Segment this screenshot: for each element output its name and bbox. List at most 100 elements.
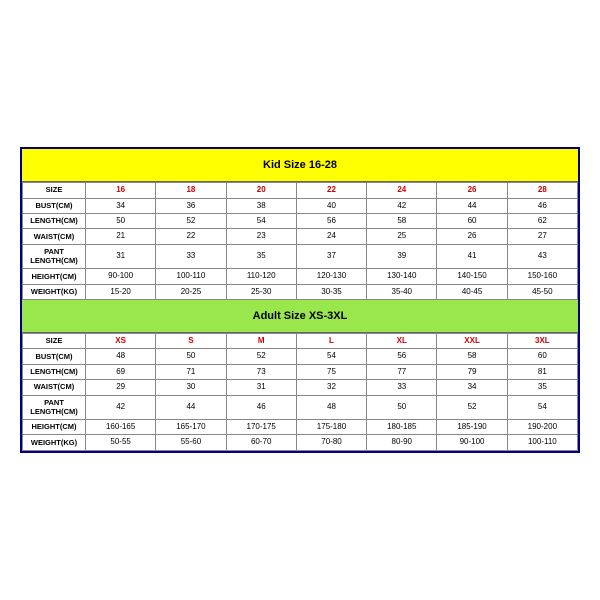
- adult-cell: 52: [437, 395, 507, 420]
- table-row: HEIGHT(CM)160-165165-170170-175175-18018…: [23, 420, 578, 435]
- kid-row-label: PANT LENGTH(CM): [23, 244, 86, 269]
- adult-cell: 55-60: [156, 435, 226, 450]
- kid-row-label: WEIGHT(KG): [23, 284, 86, 299]
- kid-size-col: 28: [507, 183, 577, 198]
- table-row: LENGTH(CM)50525456586062: [23, 213, 578, 228]
- kid-cell: 100-110: [156, 269, 226, 284]
- adult-cell: 29: [86, 380, 156, 395]
- adult-size-col: XL: [367, 334, 437, 349]
- kid-cell: 60: [437, 213, 507, 228]
- adult-size-col: XS: [86, 334, 156, 349]
- adult-cell: 30: [156, 380, 226, 395]
- kid-cell: 42: [367, 198, 437, 213]
- kid-row-label: WAIST(CM): [23, 229, 86, 244]
- adult-cell: 185-190: [437, 420, 507, 435]
- adult-cell: 180-185: [367, 420, 437, 435]
- adult-size-table: SIZE XS S M L XL XXL 3XL BUST(CM)4850525…: [22, 333, 578, 451]
- kid-cell: 46: [507, 198, 577, 213]
- adult-cell: 69: [86, 364, 156, 379]
- adult-cell: 42: [86, 395, 156, 420]
- kid-cell: 36: [156, 198, 226, 213]
- kid-cell: 35-40: [367, 284, 437, 299]
- adult-cell: 81: [507, 364, 577, 379]
- adult-cell: 70-80: [296, 435, 366, 450]
- adult-row-label: HEIGHT(CM): [23, 420, 86, 435]
- table-row: WAIST(CM)29303132333435: [23, 380, 578, 395]
- adult-cell: 34: [437, 380, 507, 395]
- adult-header-row: SIZE XS S M L XL XXL 3XL: [23, 334, 578, 349]
- kid-cell: 90-100: [86, 269, 156, 284]
- kid-cell: 150-160: [507, 269, 577, 284]
- kid-header-row: SIZE 16 18 20 22 24 26 28: [23, 183, 578, 198]
- adult-body: BUST(CM)48505254565860LENGTH(CM)69717375…: [23, 349, 578, 450]
- adult-size-header: SIZE: [23, 334, 86, 349]
- kid-cell: 120-130: [296, 269, 366, 284]
- adult-size-col: L: [296, 334, 366, 349]
- kid-row-label: BUST(CM): [23, 198, 86, 213]
- adult-row-label: PANT LENGTH(CM): [23, 395, 86, 420]
- adult-size-col: S: [156, 334, 226, 349]
- kid-cell: 35: [226, 244, 296, 269]
- kid-cell: 37: [296, 244, 366, 269]
- kid-cell: 43: [507, 244, 577, 269]
- adult-cell: 46: [226, 395, 296, 420]
- adult-cell: 79: [437, 364, 507, 379]
- kid-cell: 21: [86, 229, 156, 244]
- adult-cell: 175-180: [296, 420, 366, 435]
- adult-cell: 77: [367, 364, 437, 379]
- adult-cell: 73: [226, 364, 296, 379]
- adult-cell: 48: [296, 395, 366, 420]
- adult-cell: 35: [507, 380, 577, 395]
- kid-size-col: 26: [437, 183, 507, 198]
- adult-cell: 165-170: [156, 420, 226, 435]
- table-row: HEIGHT(CM)90-100100-110110-120120-130130…: [23, 269, 578, 284]
- kid-cell: 34: [86, 198, 156, 213]
- kid-cell: 38: [226, 198, 296, 213]
- kid-cell: 20-25: [156, 284, 226, 299]
- kid-cell: 40: [296, 198, 366, 213]
- adult-cell: 80-90: [367, 435, 437, 450]
- adult-cell: 32: [296, 380, 366, 395]
- kid-size-col: 16: [86, 183, 156, 198]
- kid-cell: 33: [156, 244, 226, 269]
- adult-cell: 60: [507, 349, 577, 364]
- adult-cell: 90-100: [437, 435, 507, 450]
- kid-cell: 25: [367, 229, 437, 244]
- kid-cell: 44: [437, 198, 507, 213]
- adult-cell: 52: [226, 349, 296, 364]
- adult-cell: 50: [156, 349, 226, 364]
- table-row: PANT LENGTH(CM)31333537394143: [23, 244, 578, 269]
- adult-cell: 60-70: [226, 435, 296, 450]
- adult-cell: 50: [367, 395, 437, 420]
- kid-cell: 41: [437, 244, 507, 269]
- adult-row-label: BUST(CM): [23, 349, 86, 364]
- adult-cell: 75: [296, 364, 366, 379]
- adult-cell: 190-200: [507, 420, 577, 435]
- adult-cell: 48: [86, 349, 156, 364]
- kid-cell: 45-50: [507, 284, 577, 299]
- kid-cell: 24: [296, 229, 366, 244]
- kid-cell: 23: [226, 229, 296, 244]
- adult-cell: 58: [437, 349, 507, 364]
- kid-cell: 56: [296, 213, 366, 228]
- adult-cell: 50-55: [86, 435, 156, 450]
- kid-cell: 30-35: [296, 284, 366, 299]
- kid-size-header: SIZE: [23, 183, 86, 198]
- kid-cell: 31: [86, 244, 156, 269]
- kid-cell: 140-150: [437, 269, 507, 284]
- adult-row-label: WEIGHT(KG): [23, 435, 86, 450]
- adult-cell: 31: [226, 380, 296, 395]
- table-row: WEIGHT(KG)15-2020-2525-3030-3535-4040-45…: [23, 284, 578, 299]
- adult-size-col: M: [226, 334, 296, 349]
- table-row: WEIGHT(KG)50-5555-6060-7070-8080-9090-10…: [23, 435, 578, 450]
- adult-cell: 54: [507, 395, 577, 420]
- table-row: LENGTH(CM)69717375777981: [23, 364, 578, 379]
- adult-row-label: WAIST(CM): [23, 380, 86, 395]
- kid-cell: 50: [86, 213, 156, 228]
- kid-cell: 52: [156, 213, 226, 228]
- kid-cell: 22: [156, 229, 226, 244]
- kid-body: BUST(CM)34363840424446LENGTH(CM)50525456…: [23, 198, 578, 299]
- kid-size-col: 20: [226, 183, 296, 198]
- kid-size-table: SIZE 16 18 20 22 24 26 28 BUST(CM)343638…: [22, 182, 578, 300]
- adult-cell: 56: [367, 349, 437, 364]
